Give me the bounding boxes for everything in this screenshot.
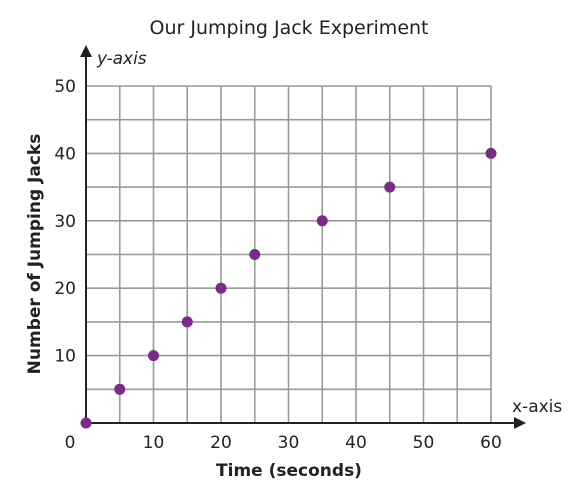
x-axis-title: Time (seconds): [216, 461, 362, 481]
data-point: [485, 147, 497, 159]
grid: [86, 85, 492, 423]
y-tick-label: 10: [54, 347, 76, 367]
y-axis-name: y-axis: [96, 49, 147, 69]
x-tick-label: 10: [143, 433, 165, 453]
x-axis-name-text: x-axis: [512, 397, 562, 417]
data-point: [249, 249, 261, 260]
tick-labels: 0 10 20 30 40 50 60 10 20 30 40 50: [54, 77, 501, 453]
x-axis-arrow: [514, 417, 526, 429]
axes: [80, 45, 526, 429]
data-point: [80, 417, 92, 429]
y-axis-name-text: y-axis: [96, 49, 147, 69]
x-tick-label: 0: [65, 433, 76, 453]
x-tick-label: 30: [278, 433, 300, 453]
y-tick-label: 50: [54, 77, 76, 97]
y-tick-label: 20: [54, 279, 76, 299]
x-tick-label: 40: [345, 433, 367, 453]
x-tick-label: 50: [413, 433, 435, 453]
y-axis-arrow: [80, 45, 92, 57]
data-point: [114, 383, 126, 395]
y-tick-label: 40: [54, 144, 76, 164]
data-point: [148, 350, 159, 362]
y-axis-title: Number of Jumping Jacks: [25, 134, 45, 375]
data-point: [316, 215, 328, 227]
x-axis-name: x-axis: [512, 397, 562, 417]
chart-title: Our Jumping Jack Experiment: [150, 17, 429, 39]
x-tick-label: 20: [210, 433, 232, 453]
y-tick-label: 30: [54, 212, 76, 232]
data-points: [80, 147, 497, 429]
data-point: [384, 181, 396, 193]
x-tick-label: 60: [480, 433, 502, 453]
data-point: [181, 316, 193, 328]
data-point: [215, 282, 227, 294]
